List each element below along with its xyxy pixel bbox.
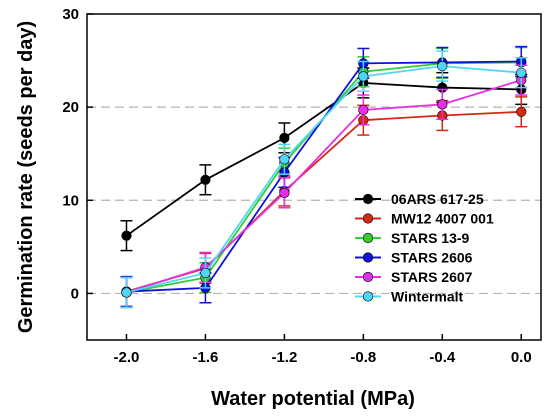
series-line (126, 79, 522, 294)
legend-item: STARS 13-9 (355, 230, 470, 246)
data-point (121, 230, 132, 241)
series-line (126, 65, 522, 294)
legend-label: MW12 4007 001 (391, 211, 494, 227)
data-point (358, 104, 369, 116)
legend-item: 06ARS 617-25 (355, 191, 484, 207)
x-tick-label: -0.8 (350, 349, 376, 366)
data-point (200, 174, 211, 185)
legend-label: 06ARS 617-25 (391, 191, 484, 207)
data-point (516, 67, 527, 78)
x-tick-label: -2.0 (114, 349, 140, 366)
legend: 06ARS 617-25 MW12 4007 001 STARS 13-9 STARS… (355, 191, 494, 305)
legend-swatch-marker (362, 193, 374, 205)
y-tick-label: 20 (62, 99, 79, 116)
series-layer (120, 45, 528, 309)
series-wintermalt (120, 50, 528, 309)
gridlines (87, 106, 541, 295)
legend-label: STARS 2606 (391, 250, 473, 266)
data-point (200, 267, 211, 279)
legend-item: STARS 2606 (355, 250, 473, 266)
data-point (516, 106, 527, 117)
series-stars-2606 (120, 45, 528, 308)
y-tick-label: 30 (62, 6, 79, 23)
x-tick-label: 0.0 (511, 349, 532, 366)
legend-item: MW12 4007 001 (355, 211, 494, 227)
y-tick-label: 10 (62, 192, 79, 209)
data-point (279, 187, 290, 198)
legend-item: Wintermalt (355, 289, 464, 305)
x-tick-label: -1.6 (193, 349, 219, 366)
data-point (437, 99, 448, 110)
y-axis-ticks: 0 10 20 30 (62, 6, 93, 302)
legend-label: Wintermalt (391, 289, 464, 305)
x-axis-title: Water potential (MPa) (211, 388, 415, 410)
series-line (125, 82, 522, 237)
data-point (279, 154, 290, 165)
data-point (279, 132, 290, 143)
x-axis-ticks: -2.0 -1.6 -1.2 -0.8 -0.4 0.0 (114, 334, 532, 366)
y-axis-title: Germination rate (seeds per day) (15, 21, 37, 333)
data-point (437, 61, 448, 72)
legend-swatch-marker (362, 271, 374, 283)
legend-label: STARS 2607 (391, 269, 473, 285)
data-point (121, 287, 132, 298)
y-tick-label: 0 (71, 285, 79, 302)
legend-item: STARS 2607 (355, 269, 473, 285)
legend-swatch-marker (362, 252, 374, 263)
legend-swatch-marker (362, 291, 374, 302)
x-tick-label: -1.2 (271, 349, 297, 366)
legend-label: STARS 13-9 (391, 230, 470, 246)
legend-swatch-marker (362, 213, 374, 224)
x-tick-label: -0.4 (429, 349, 456, 366)
plot-frame (86, 13, 542, 341)
data-point (358, 71, 369, 82)
legend-swatch-marker (362, 232, 374, 244)
